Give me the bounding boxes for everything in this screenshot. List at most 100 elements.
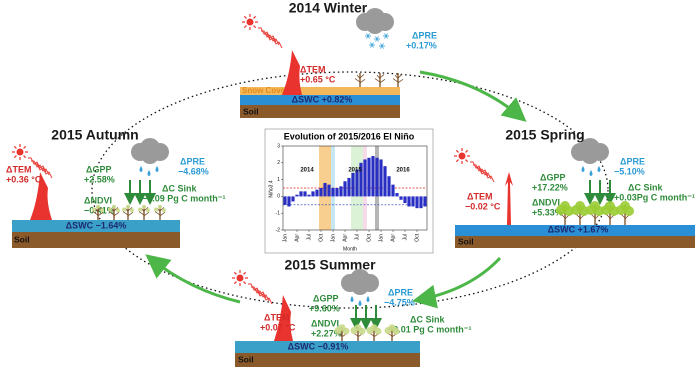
tree-leaves <box>370 324 378 332</box>
bar <box>423 196 427 207</box>
ndvi-label: ΔNDVI <box>532 197 560 207</box>
winter-panel: 2014 Winter Snow Cover ΔSWC +0.82% Soil … <box>240 0 437 118</box>
x-tick-label: Jan <box>378 234 384 242</box>
tree-branch <box>108 211 115 216</box>
tem-label: ΔTEM <box>264 312 289 322</box>
bar <box>419 196 423 209</box>
tree-branch <box>359 74 365 79</box>
csink-label: ΔC Sink <box>410 314 445 324</box>
y-tick-label: -2 <box>276 227 281 233</box>
tree-leaves <box>154 207 158 212</box>
bar <box>415 196 419 209</box>
pre-label: ΔPRE <box>620 156 645 166</box>
gpp-label: ΔGPP <box>313 293 338 303</box>
cloud <box>581 146 599 164</box>
tree-leaves <box>126 204 130 209</box>
temperature-arrow <box>505 172 513 225</box>
bar <box>355 169 359 197</box>
soil-layer <box>455 236 695 248</box>
snow-label: Snow Cover <box>242 86 288 95</box>
x-tick-label: Jul <box>354 234 360 240</box>
radiation <box>261 30 280 46</box>
tree-branch <box>379 74 385 79</box>
tree-leaves <box>354 324 362 332</box>
pre: −4.75% <box>384 297 415 307</box>
tem: +0.36 °C <box>6 174 42 184</box>
tree-branch <box>379 78 386 84</box>
snowflake <box>366 33 370 39</box>
gpp-label: ΔGPP <box>540 172 565 182</box>
ndvi: +2.27% <box>311 328 342 338</box>
cycle-arrow <box>412 256 502 309</box>
bar <box>379 159 383 197</box>
pre-label: ΔPRE <box>180 156 205 166</box>
tree-branch <box>154 211 161 216</box>
radiation <box>264 33 283 49</box>
panel-title: 2014 Winter <box>289 0 368 16</box>
sun <box>458 152 466 160</box>
sun-ray <box>23 145 27 149</box>
cloud <box>366 16 384 34</box>
enso-chart: Evolution of 2015/2016 El Niño Niño3.4 M… <box>264 128 434 254</box>
pre: −5.10% <box>614 166 645 176</box>
csink: +0.03Pg C month⁻¹ <box>614 192 695 202</box>
tree-leaves <box>92 207 96 212</box>
bar <box>411 196 415 207</box>
temperature-arrow <box>30 172 52 220</box>
rain-drop <box>155 166 159 172</box>
tree-branch <box>392 78 399 83</box>
tree-branch <box>143 211 150 217</box>
tree-leaves <box>338 324 346 332</box>
radiation <box>34 163 53 179</box>
tree-leaves <box>112 204 116 209</box>
bar <box>391 184 395 197</box>
bar <box>359 162 363 197</box>
tree-leaves <box>560 201 570 211</box>
tree-branch <box>92 211 99 216</box>
bar <box>387 176 391 197</box>
tree-branch <box>159 211 166 217</box>
tree-branch <box>127 207 133 212</box>
tree-leaves <box>142 204 146 209</box>
tree-branch <box>113 207 119 212</box>
gpp: +17.22% <box>532 182 568 192</box>
radiation <box>28 157 47 173</box>
bar <box>375 157 379 197</box>
tree-leaves <box>100 208 104 213</box>
tree-leaves <box>96 204 100 209</box>
tree-branch <box>97 207 103 212</box>
bar <box>319 188 323 197</box>
y-axis-label: Niño3.4 <box>268 180 274 197</box>
sun <box>236 274 244 282</box>
sun-ray <box>13 155 17 159</box>
tree-branch <box>138 211 145 216</box>
ndvi-label: ΔNDVI <box>84 195 112 205</box>
tree-leaves <box>138 207 142 212</box>
y-tick-label: 0 <box>277 194 280 200</box>
tree-branch <box>97 211 104 217</box>
pre: −4.68% <box>178 166 209 176</box>
sun <box>16 148 24 156</box>
y-tick-label: 1 <box>277 177 280 183</box>
sun-ray <box>455 149 459 153</box>
sun-ray <box>233 281 237 285</box>
panel-title: 2015 Summer <box>284 257 376 273</box>
gpp: +9.60% <box>309 303 340 313</box>
bar <box>367 157 371 197</box>
tree-leaves <box>388 324 396 332</box>
x-axis-label: Month <box>343 246 357 252</box>
sun-ray <box>455 159 459 163</box>
soil-label: Soil <box>14 234 30 244</box>
bar <box>343 181 347 197</box>
snowflake <box>384 33 388 39</box>
ndvi-label: ΔNDVI <box>311 318 339 328</box>
tree-leaves <box>116 208 120 213</box>
tree-branch <box>397 74 403 79</box>
swc: ΔSWC −1.64% <box>66 220 127 230</box>
cloud <box>141 146 159 164</box>
sun-ray <box>465 149 469 153</box>
bar <box>283 196 287 205</box>
tem: −0.02 °C <box>465 201 501 211</box>
